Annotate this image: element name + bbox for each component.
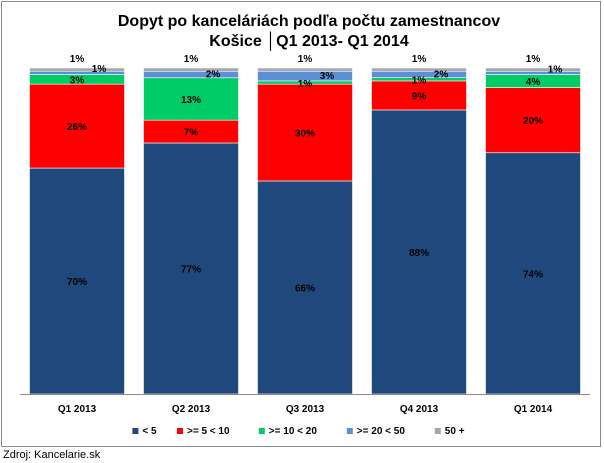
- category-label: Q1 2013: [58, 404, 97, 415]
- bar-segment: [143, 70, 239, 79]
- legend-label: >= 5 < 10: [187, 426, 230, 437]
- data-label: 1%: [184, 54, 199, 65]
- bar-segment: [257, 180, 353, 395]
- legend-swatch: [258, 428, 265, 434]
- legend-swatch: [132, 428, 139, 434]
- chart: Dopyt po kanceláriách podľa počtu zamest…: [20, 13, 590, 437]
- data-label: 3%: [320, 71, 335, 82]
- category-label: Q2 2013: [172, 404, 211, 415]
- bar-segment: [143, 67, 239, 72]
- data-label: 30%: [295, 129, 315, 140]
- data-label: 26%: [67, 122, 87, 133]
- bar-segment: [29, 167, 125, 395]
- data-label: 70%: [67, 277, 87, 288]
- data-label: 1%: [298, 79, 313, 90]
- bar-segment: [485, 67, 581, 72]
- data-label: 1%: [412, 54, 427, 65]
- legend-swatch: [346, 428, 353, 434]
- data-label: 20%: [523, 116, 543, 127]
- data-label: 74%: [523, 269, 543, 280]
- data-label: 1%: [548, 64, 563, 75]
- bar-segment: [485, 70, 581, 75]
- legend-label: >= 20 < 50: [357, 426, 406, 437]
- data-label: 2%: [206, 70, 221, 81]
- data-label: 88%: [409, 248, 429, 259]
- bar-segment: [29, 67, 125, 72]
- legend-label: >= 10 < 20: [269, 426, 318, 437]
- bar-segment: [257, 83, 353, 182]
- bar-segment: [485, 152, 581, 395]
- data-label: 1%: [92, 64, 107, 75]
- data-label: 3%: [70, 75, 85, 86]
- legend-swatch: [177, 428, 183, 434]
- bar-segment: [143, 77, 239, 121]
- legend: < 5 >= 5 < 10 >= 10 < 20 >= 20 < 50 50 +: [132, 426, 465, 437]
- data-label: 77%: [181, 264, 201, 275]
- data-label: 9%: [412, 91, 427, 102]
- legend-label: < 5: [142, 426, 157, 437]
- data-label: 13%: [181, 95, 201, 106]
- bar-groups: 70% 26% 3% 1% 1% 77% 7% 13% 2% 1% 66% 30% 1% 3% 1% 88% 9…: [29, 54, 581, 395]
- x-axis: Q1 2013 Q2 2013 Q3 2013 Q4 2013 Q1 2014: [20, 394, 590, 415]
- category-label: Q3 2013: [286, 404, 325, 415]
- bar-segment: [29, 70, 125, 75]
- data-label: 4%: [526, 77, 541, 88]
- bar-segment: [143, 142, 239, 395]
- data-label: 7%: [184, 128, 199, 139]
- chart-title-line2: Košice │Q1 2013- Q1 2014: [209, 31, 409, 51]
- data-label: 1%: [70, 54, 85, 65]
- data-label: 2%: [434, 69, 449, 80]
- data-label: 1%: [526, 54, 541, 65]
- category-label: Q4 2013: [400, 404, 439, 415]
- data-label: 1%: [412, 76, 427, 87]
- legend-label: 50 +: [445, 426, 465, 437]
- bar-segment: [485, 87, 581, 154]
- bar-segment: [29, 83, 125, 169]
- chart-frame: Dopyt po kanceláriách podľa počtu zamest…: [1, 1, 601, 447]
- legend-swatch: [434, 428, 441, 434]
- bar-segment: [371, 67, 467, 72]
- data-label: 66%: [295, 283, 315, 294]
- bar-segment: [257, 67, 353, 72]
- category-label: Q1 2014: [514, 404, 553, 415]
- data-label: 1%: [298, 54, 313, 65]
- chart-title-line1: Dopyt po kanceláriách podľa počtu zamest…: [118, 13, 500, 30]
- source-note: Zdroj: Kancelarie.sk: [3, 449, 101, 461]
- bar-segment: [371, 80, 467, 111]
